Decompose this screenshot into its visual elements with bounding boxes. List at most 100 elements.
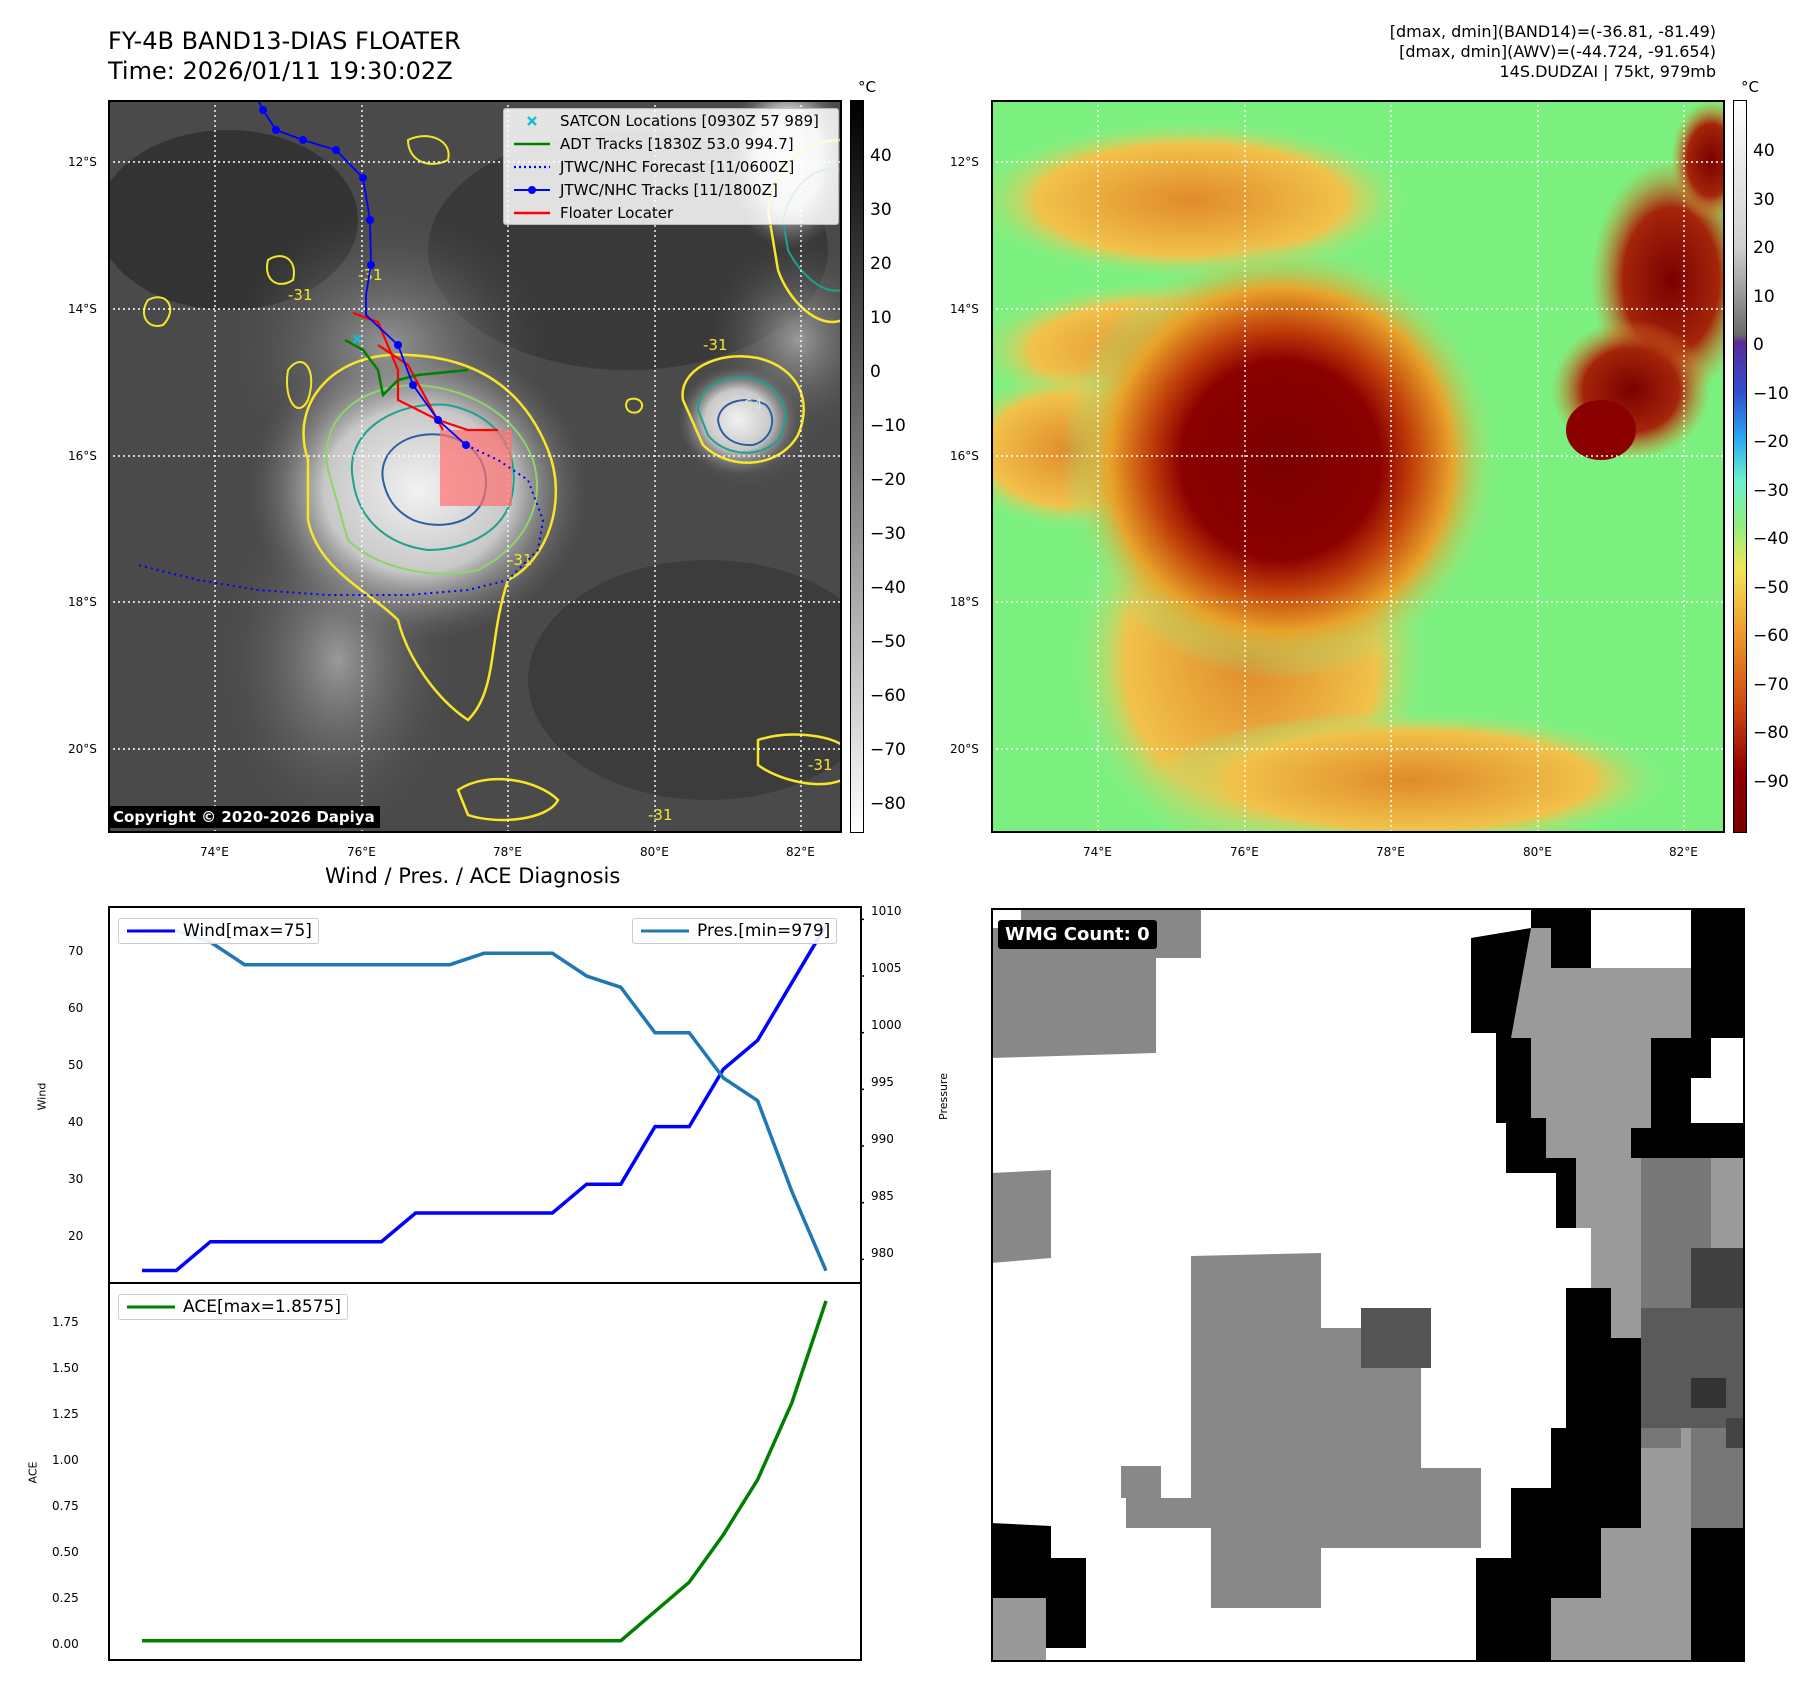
contour-label: -31 (808, 756, 833, 774)
contour-label: -64 (738, 396, 763, 414)
pres-legend-label: Pres.[min=979] (697, 921, 831, 941)
wind-line-icon (127, 929, 175, 933)
ace-tick: 0.50 (52, 1545, 79, 1559)
lat-label: 18°S (68, 595, 97, 609)
wmg-panel (991, 908, 1745, 1662)
ace-tick: 1.75 (52, 1315, 79, 1329)
ir-colorbar-tick: 30 (870, 200, 892, 220)
lat-label: 20°S (950, 742, 979, 756)
legend-floater-label: Floater Locater (560, 203, 674, 222)
contour-label: -31 (648, 806, 673, 824)
enhanced-colorbar (1733, 100, 1747, 833)
lon-label: 82°E (1669, 845, 1698, 859)
enhanced-colorbar-tick: −70 (1753, 675, 1789, 695)
enhanced-colorbar-unit: °C (1741, 78, 1759, 96)
wind-tick: 30 (68, 1172, 84, 1186)
contour-label: -31 (288, 286, 313, 304)
enhanced-colorbar-tick: 10 (1753, 287, 1775, 307)
forecast-line-icon (514, 165, 550, 168)
jtwc-track-points (259, 106, 470, 449)
contour-label: -31 (358, 266, 383, 284)
enhanced-colorbar-tick: −10 (1753, 384, 1789, 404)
ir-colorbar (850, 100, 864, 833)
lat-label: 16°S (950, 449, 979, 463)
info-band14: [dmax, dmin](BAND14)=(-36.81, -81.49) (1389, 22, 1716, 41)
lon-label: 82°E (786, 845, 815, 859)
ir-colorbar-tick: −30 (870, 524, 906, 544)
pres-layer (142, 918, 864, 1272)
enhanced-colorbar-tick: 30 (1753, 190, 1775, 210)
lon-label: 78°E (1376, 845, 1405, 859)
wind-tick: 50 (68, 1058, 84, 1072)
pres-tick: 985 (871, 1189, 894, 1203)
wind-series-line (142, 924, 828, 1273)
wind-tick: 20 (68, 1229, 84, 1243)
contour-label: -31 (508, 551, 533, 569)
wind-legend-label: Wind[max=75] (183, 921, 312, 941)
enhanced-colorbar-tick: −80 (1753, 723, 1789, 743)
ace-legend-label: ACE[max=1.8575] (183, 1297, 341, 1317)
lat-label: 16°S (68, 449, 97, 463)
lon-label: 80°E (1523, 845, 1552, 859)
pres-axis-label: Pressure (936, 1073, 950, 1120)
pres-tick: 1000 (871, 1018, 902, 1032)
ir-colorbar-tick: −70 (870, 740, 906, 760)
map-legend: SATCON Locations [0930Z 57 989] ADT Trac… (503, 108, 839, 225)
enhanced-colorbar-tick: −50 (1753, 578, 1789, 598)
pres-line-icon (641, 929, 689, 933)
jtwc-line-icon (514, 185, 550, 194)
floater-line-icon (514, 211, 550, 214)
ace-tick: 1.00 (52, 1453, 79, 1467)
title-line-1: FY-4B BAND13-DIAS FLOATER (108, 27, 461, 55)
lat-label: 14°S (950, 302, 979, 316)
info-storm: 14S.DUDZAI | 75kt, 979mb (1499, 62, 1717, 81)
lon-label: 76°E (347, 845, 376, 859)
ace-line-icon (127, 1305, 175, 1309)
ace-tick: 0.25 (52, 1591, 79, 1605)
ir-colorbar-tick: 40 (870, 146, 892, 166)
enhanced-map-frame (991, 100, 1725, 833)
enhanced-colorbar-tick: −30 (1753, 481, 1789, 501)
ace-tick: 0.75 (52, 1499, 79, 1513)
legend-satcon: SATCON Locations [0930Z 57 989] (504, 109, 838, 132)
ir-colorbar-tick: −10 (870, 416, 906, 436)
contour-teal-main (350, 403, 515, 552)
ace-tick: 1.50 (52, 1361, 79, 1375)
adt-track (344, 338, 469, 398)
enhanced-colorbar-tick: 40 (1753, 141, 1775, 161)
diagnosis-chart (108, 906, 864, 1661)
ir-map-frame (108, 100, 842, 833)
floater-box (440, 430, 512, 506)
jtwc-track (257, 100, 467, 446)
copyright-badge: Copyright © 2020-2026 Dapiya (108, 806, 380, 828)
ace-series-line (142, 1300, 828, 1643)
ir-colorbar-tick: −80 (870, 794, 906, 814)
wmg-frame (991, 908, 1745, 1662)
wind-axis-label: Wind (35, 1082, 49, 1111)
legend-forecast: JTWC/NHC Forecast [11/0600Z] (504, 155, 838, 178)
lon-label: 80°E (640, 845, 669, 859)
info-block: [dmax, dmin](BAND14)=(-36.81, -81.49) [d… (1390, 22, 1716, 82)
adt-line-icon (514, 142, 550, 145)
ir-colorbar-tick: −40 (870, 578, 906, 598)
ir-colorbar-tick: 10 (870, 308, 892, 328)
pres-tick: 1005 (871, 961, 902, 975)
legend-jtwc: JTWC/NHC Tracks [11/1800Z] (504, 178, 838, 201)
diagnosis-title: Wind / Pres. / ACE Diagnosis (325, 864, 621, 888)
contour-green-main (325, 383, 538, 575)
floater-track (352, 311, 498, 432)
lat-label: 12°S (68, 155, 97, 169)
wind-layer (108, 924, 828, 1273)
ace-layer (108, 1300, 828, 1643)
wind-tick: 70 (68, 944, 84, 958)
ir-colorbar-tick: 0 (870, 362, 881, 382)
wmg-count-badge: WMG Count: 0 (998, 920, 1157, 949)
ace-axes (108, 1282, 862, 1661)
pres-series-line (142, 928, 828, 1272)
legend-adt-label: ADT Tracks [1830Z 53.0 994.7] (560, 134, 794, 153)
wind-tick: 60 (68, 1001, 84, 1015)
figure-title: FY-4B BAND13-DIAS FLOATER Time: 2026/01/1… (108, 26, 461, 86)
lat-label: 18°S (950, 595, 979, 609)
ir-colorbar-tick: 20 (870, 254, 892, 274)
title-line-2: Time: 2026/01/11 19:30:02Z (108, 57, 453, 85)
